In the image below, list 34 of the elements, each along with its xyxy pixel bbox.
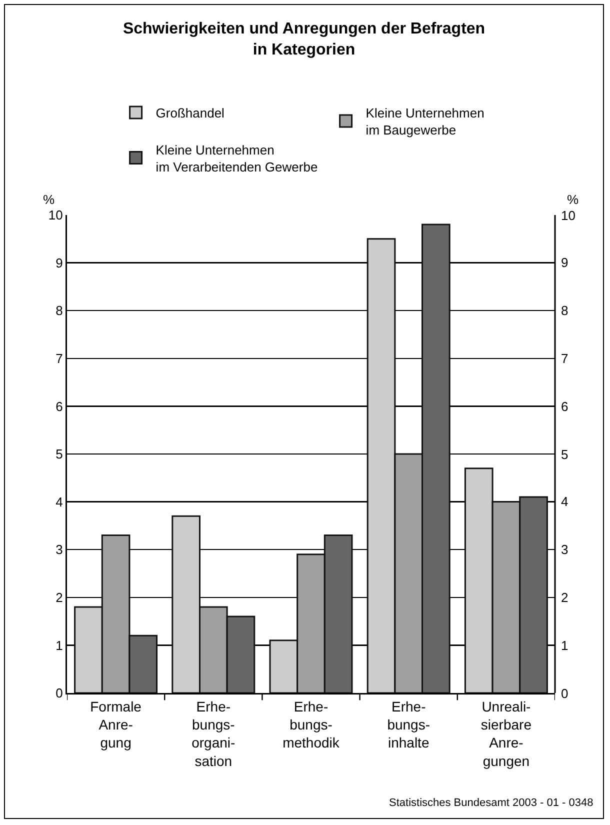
- chart-title: Schwierigkeiten und Anregungen der Befragten in Kategorien: [122, 20, 486, 58]
- y2-tick-label: 5: [561, 447, 568, 462]
- y2-axis-title: %: [567, 192, 579, 207]
- y2-tick-label: 7: [561, 351, 568, 366]
- y2-tick-label: 3: [561, 542, 568, 557]
- y-tick-label: 1: [56, 638, 63, 653]
- y2-tick-label: 2: [561, 590, 568, 605]
- y2-tick-label: 10: [561, 208, 576, 223]
- y-axis-title: %: [43, 192, 55, 207]
- y-tick-label: 9: [56, 255, 63, 270]
- y-tick-label: 10: [48, 208, 63, 223]
- y2-tick-label: 8: [561, 303, 568, 318]
- legend-label: Kleine Unternehmen im Baugewerbe: [366, 106, 484, 138]
- legend-label: Kleine Unternehmen im Verarbeitenden Gewerbe: [156, 142, 318, 174]
- y-tick-label: 0: [56, 686, 63, 701]
- y2-tick-label: 0: [561, 686, 568, 701]
- x-tick-label: Formale Anre- gung: [90, 698, 142, 751]
- x-tick-label: Erhe- bungs- methodik: [282, 698, 340, 751]
- y-tick-label: 8: [56, 303, 63, 318]
- text: Statistisches Bundesamt 2003 - 01 - 0348: [389, 797, 594, 809]
- x-tick-label: Erhe- bungs- inhalte: [387, 698, 430, 751]
- y-tick-label: 4: [56, 494, 63, 510]
- legend-label: Großhandel: [156, 106, 225, 121]
- y-tick-label: 7: [56, 350, 63, 366]
- y2-tick-label: 4: [561, 494, 568, 509]
- x-tick-label: Erhe- bungs- organi- sation: [192, 698, 236, 769]
- y2-tick-label: 9: [561, 255, 568, 270]
- y-tick-label: 3: [56, 542, 63, 558]
- y-tick-label: 5: [56, 446, 63, 462]
- y-tick-label: 6: [56, 398, 63, 414]
- y-tick-label: 2: [56, 590, 63, 605]
- y2-tick-label: 1: [561, 638, 568, 653]
- y2-tick-label: 6: [561, 399, 568, 414]
- x-tick-label: Unreali- sierbare Anre- gungen: [480, 698, 532, 769]
